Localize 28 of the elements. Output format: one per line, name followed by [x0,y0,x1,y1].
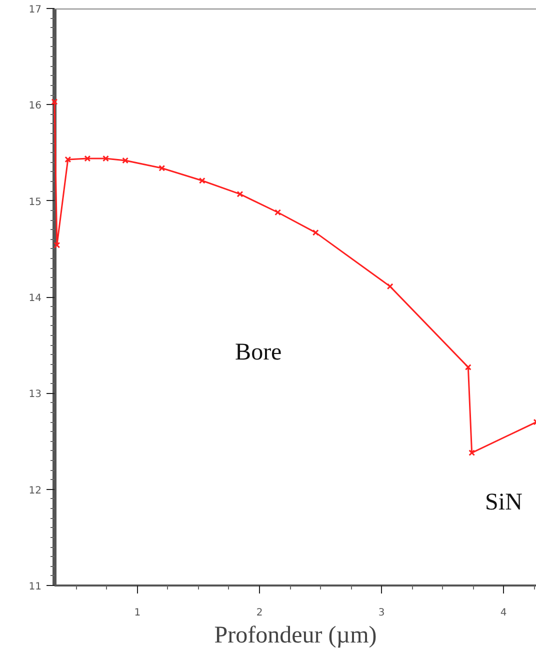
annotation: SiN [485,489,522,516]
point [64,156,72,163]
annotation: Bore [235,339,282,366]
x-axis-title: Profondeur (µm) [214,622,377,648]
point [54,242,60,248]
point [158,164,166,172]
x-tick-label: 1 [134,608,141,618]
point [102,155,109,162]
point [84,155,91,162]
y-tick-label: 12 [28,485,42,496]
point [464,364,472,370]
point [274,209,282,216]
point [386,283,394,290]
y-tick-label: 14 [28,293,42,304]
point [122,157,128,164]
x-tick-label: 4 [500,608,507,618]
y-tick-label: 17 [28,4,42,16]
x-tick-label: 3 [378,608,385,618]
y-tick-label: 16 [28,100,42,112]
point [51,98,58,106]
y-tick-label: 15 [28,196,42,208]
y-tick-label: 11 [28,582,42,592]
point [468,450,476,456]
point [312,229,319,236]
y-tick-label: 13 [28,389,42,400]
point [198,177,206,184]
point [236,190,244,198]
x-tick-label: 2 [256,608,263,618]
